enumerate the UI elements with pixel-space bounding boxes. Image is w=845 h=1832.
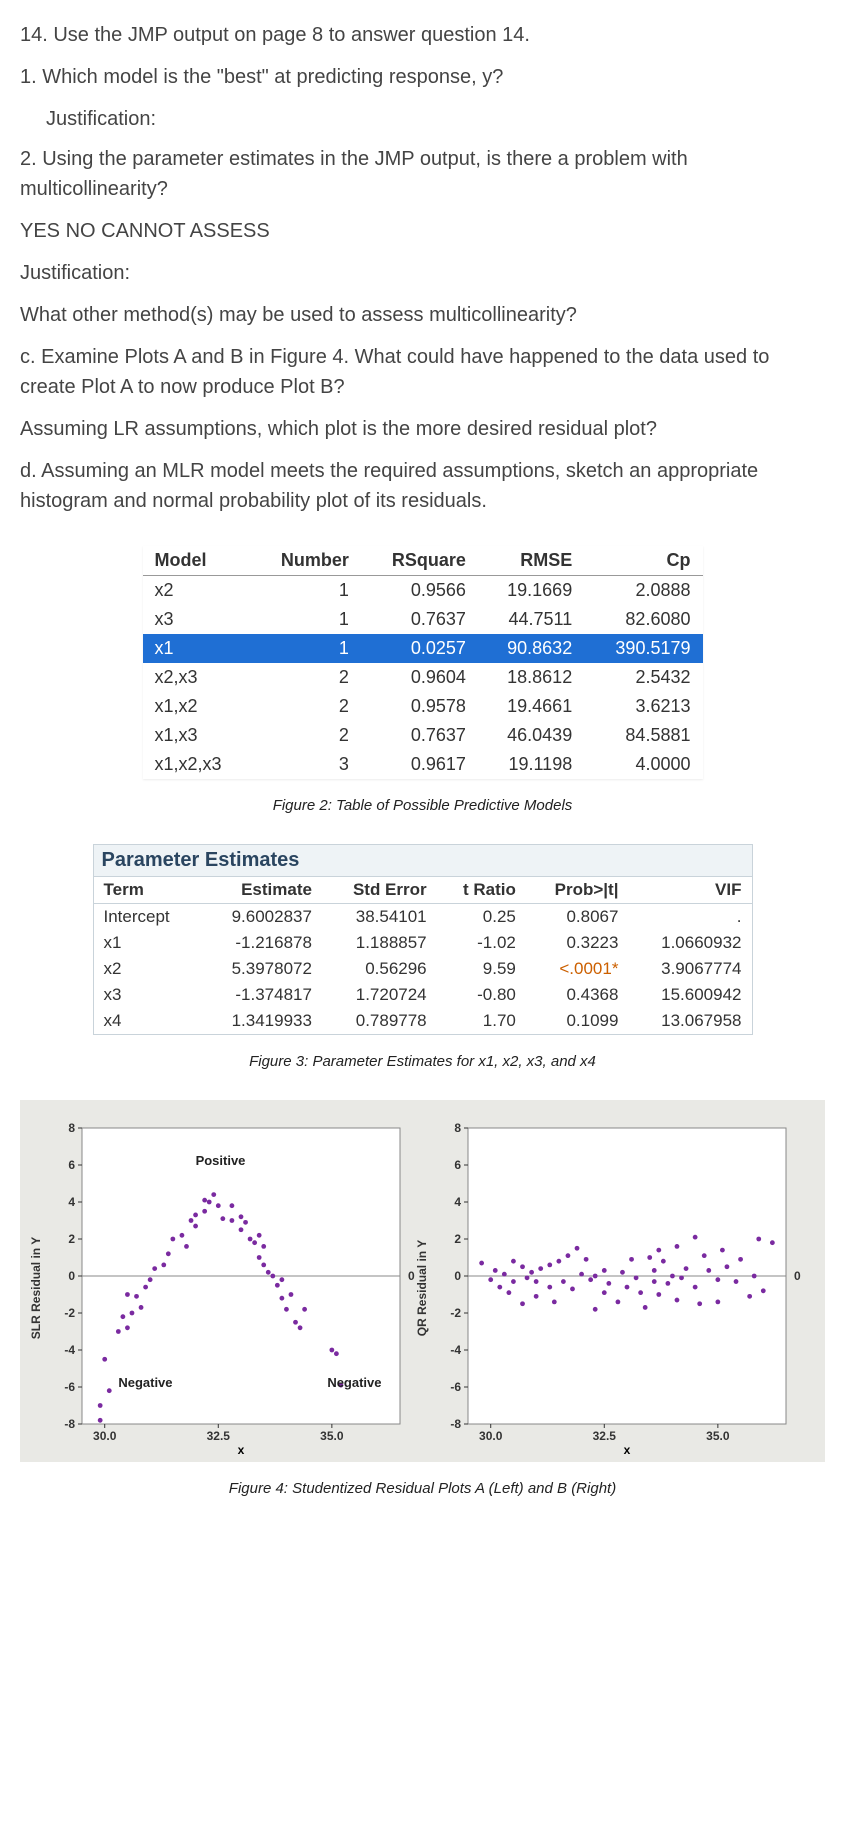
other-methods: What other method(s) may be used to asse… bbox=[20, 300, 825, 330]
param-row: x1-1.2168781.188857-1.020.32231.0660932 bbox=[93, 930, 752, 956]
svg-text:30.0: 30.0 bbox=[93, 1429, 117, 1443]
justification-2: Justification: bbox=[20, 258, 825, 288]
model-row: x310.763744.751182.6080 bbox=[143, 605, 703, 634]
q14: 14. Use the JMP output on page 8 to answ… bbox=[20, 20, 825, 50]
svg-text:4: 4 bbox=[454, 1195, 461, 1209]
models-table: ModelNumberRSquareRMSECp x210.956619.166… bbox=[143, 546, 703, 779]
svg-text:-6: -6 bbox=[64, 1380, 75, 1394]
svg-text:32.5: 32.5 bbox=[206, 1429, 230, 1443]
svg-text:0: 0 bbox=[454, 1269, 461, 1283]
plot-b: QR Residual in Y -8-6-4-20246830.032.535… bbox=[426, 1118, 806, 1458]
models-col-cp: Cp bbox=[584, 546, 702, 576]
model-row: x210.956619.16692.0888 bbox=[143, 576, 703, 606]
svg-text:-8: -8 bbox=[64, 1417, 75, 1431]
figure-2-caption: Figure 2: Table of Possible Predictive M… bbox=[20, 797, 825, 814]
svg-text:-4: -4 bbox=[450, 1343, 461, 1357]
question-c: c. Examine Plots A and B in Figure 4. Wh… bbox=[20, 342, 825, 402]
svg-text:-6: -6 bbox=[450, 1380, 461, 1394]
q2-line1: 2. Using the parameter estimates in the … bbox=[20, 144, 825, 204]
svg-text:x: x bbox=[623, 1443, 630, 1457]
svg-text:8: 8 bbox=[454, 1121, 461, 1135]
svg-text:2: 2 bbox=[68, 1232, 75, 1246]
param-col-term: Term bbox=[93, 877, 199, 904]
models-col-rmse: RMSE bbox=[478, 546, 584, 576]
model-row: x1,x220.957819.46613.6213 bbox=[143, 692, 703, 721]
models-col-model: Model bbox=[143, 546, 252, 576]
plot-a: SLR Residual in Y -8-6-4-20246830.032.53… bbox=[40, 1118, 420, 1458]
svg-text:0: 0 bbox=[408, 1269, 415, 1283]
param-col-tratio: t Ratio bbox=[437, 877, 526, 904]
svg-text:-4: -4 bbox=[64, 1343, 75, 1357]
svg-text:0: 0 bbox=[68, 1269, 75, 1283]
svg-text:Positive: Positive bbox=[195, 1153, 245, 1168]
residual-plots: SLR Residual in Y -8 -6 -4 -2 0 2 4 6 8 30.0 32.5 3… bbox=[20, 1100, 825, 1462]
plot-b-ylabel: QR Residual in Y bbox=[415, 1240, 429, 1336]
models-col-rsquare: RSquare bbox=[361, 546, 478, 576]
svg-text:-8: -8 bbox=[450, 1417, 461, 1431]
svg-text:35.0: 35.0 bbox=[706, 1429, 730, 1443]
svg-text:Negative: Negative bbox=[327, 1375, 381, 1390]
svg-text:2: 2 bbox=[454, 1232, 461, 1246]
param-col-stderror: Std Error bbox=[322, 877, 437, 904]
param-col-probt: Prob>|t| bbox=[526, 877, 629, 904]
q1-line1: 1. Which model is the "best" at predicti… bbox=[20, 62, 825, 92]
plot-a-ylabel: SLR Residual in Y bbox=[29, 1237, 43, 1339]
svg-text:8: 8 bbox=[68, 1121, 75, 1135]
model-row: x1,x2,x330.961719.11984.0000 bbox=[143, 750, 703, 779]
param-row: x25.39780720.562969.59<.0001*3.9067774 bbox=[93, 956, 752, 982]
model-row: x2,x320.960418.86122.5432 bbox=[143, 663, 703, 692]
model-row: x1,x320.763746.043984.5881 bbox=[143, 721, 703, 750]
question-c2: Assuming LR assumptions, which plot is t… bbox=[20, 414, 825, 444]
param-estimates-table: TermEstimateStd Errort RatioProb>|t|VIF … bbox=[93, 876, 753, 1035]
figure-3-caption: Figure 3: Parameter Estimates for x1, x2… bbox=[20, 1053, 825, 1070]
svg-text:Negative: Negative bbox=[118, 1375, 172, 1390]
models-col-number: Number bbox=[251, 546, 361, 576]
svg-text:-2: -2 bbox=[64, 1306, 75, 1320]
yes-no-cannot: YES NO CANNOT ASSESS bbox=[20, 216, 825, 246]
svg-text:6: 6 bbox=[68, 1158, 75, 1172]
param-row: x41.34199330.7897781.700.109913.067958 bbox=[93, 1008, 752, 1035]
param-row: Intercept9.600283738.541010.250.8067. bbox=[93, 904, 752, 931]
svg-text:x: x bbox=[237, 1443, 244, 1457]
question-d: d. Assuming an MLR model meets the requi… bbox=[20, 456, 825, 516]
svg-text:35.0: 35.0 bbox=[320, 1429, 344, 1443]
svg-text:4: 4 bbox=[68, 1195, 75, 1209]
q1-line2: Justification: bbox=[20, 104, 825, 134]
param-col-vif: VIF bbox=[628, 877, 752, 904]
model-row: x110.025790.8632390.5179 bbox=[143, 634, 703, 663]
svg-text:32.5: 32.5 bbox=[592, 1429, 616, 1443]
param-row: x3-1.3748171.720724-0.800.436815.600942 bbox=[93, 982, 752, 1008]
param-col-estimate: Estimate bbox=[199, 877, 322, 904]
svg-text:0: 0 bbox=[794, 1269, 801, 1283]
figure-4-caption: Figure 4: Studentized Residual Plots A (… bbox=[20, 1480, 825, 1497]
param-estimates-header: Parameter Estimates bbox=[93, 844, 753, 876]
svg-text:6: 6 bbox=[454, 1158, 461, 1172]
svg-text:30.0: 30.0 bbox=[479, 1429, 503, 1443]
svg-text:-2: -2 bbox=[450, 1306, 461, 1320]
